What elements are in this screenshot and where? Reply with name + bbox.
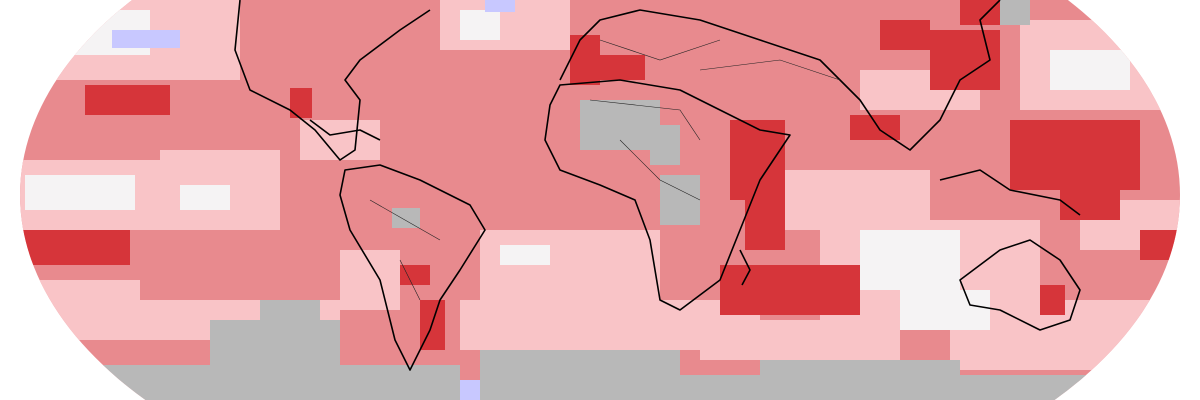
grid-cell: [112, 30, 180, 48]
grid-cell: [720, 265, 860, 315]
grid-cell: [25, 175, 135, 210]
grid-cell: [20, 230, 130, 265]
map-shape: [309, 119, 381, 141]
grid-cell: [460, 10, 500, 40]
dark-cells: [20, 0, 1180, 350]
grid-cell: [660, 175, 700, 225]
grid-cell: [485, 0, 515, 12]
grid-cell: [1060, 190, 1120, 220]
grid-cell: [392, 208, 420, 228]
grid-cell: [760, 360, 960, 380]
grid-cell: [300, 120, 380, 160]
map-shape: [544, 79, 791, 311]
grid-cell: [850, 115, 900, 140]
grid-cell: [1040, 285, 1065, 315]
map-shape: [939, 169, 1081, 216]
map-shape: [339, 164, 486, 371]
grid-cell: [260, 300, 320, 330]
grid-cell: [930, 30, 1000, 90]
grid-cell: [100, 365, 460, 400]
map-shape: [369, 39, 841, 301]
grid-cell: [290, 88, 312, 118]
grid-cell: [1140, 230, 1180, 260]
grid-cell: [1010, 120, 1140, 190]
grid-cell: [880, 20, 930, 50]
grid-cell: [860, 230, 960, 290]
borders: [369, 39, 841, 301]
grid-cell: [20, 280, 140, 340]
map-shape: [959, 239, 1081, 331]
neutral-cells: [25, 10, 1130, 330]
grid-cell: [1050, 50, 1130, 90]
grid-cell: [1000, 0, 1030, 25]
grid-cell: [570, 35, 600, 85]
grid-cell: [600, 55, 645, 80]
grid-cell: [340, 250, 400, 310]
coastlines: [234, 0, 1081, 371]
grid-cell: [745, 200, 785, 250]
map-shape: [234, 0, 431, 161]
grid-cell: [480, 350, 680, 400]
grid-cell: [650, 125, 680, 165]
cool-cells: [112, 0, 515, 400]
map-shape: [559, 0, 1001, 151]
grid-cell: [580, 100, 660, 150]
map-shape: [739, 249, 751, 286]
grid-cell: [700, 320, 900, 360]
grid-cell: [900, 290, 990, 330]
grid-cell: [460, 380, 480, 400]
grid-cell: [180, 185, 230, 210]
grid-cell: [500, 245, 550, 265]
grid-cell: [85, 85, 170, 115]
grid-cell: [400, 265, 430, 285]
